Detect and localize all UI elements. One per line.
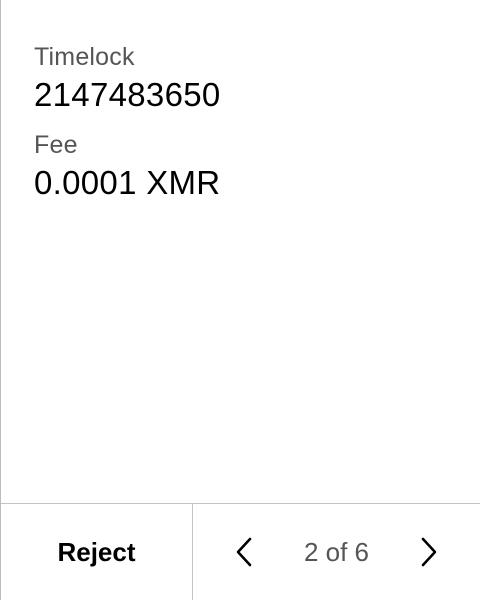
fee-field: Fee 0.0001 XMR	[34, 128, 460, 204]
chevron-left-icon	[236, 537, 252, 567]
timelock-field: Timelock 2147483650	[34, 40, 460, 116]
timelock-value: 2147483650	[34, 76, 221, 113]
pager: 2 of 6	[193, 504, 480, 600]
page-indicator: 2 of 6	[303, 537, 370, 567]
previous-page-button[interactable]	[229, 534, 259, 570]
fee-label: Fee	[34, 131, 78, 159]
chevron-right-icon	[421, 537, 437, 567]
reject-button[interactable]: Reject	[1, 504, 193, 600]
next-page-button[interactable]	[414, 534, 444, 570]
timelock-label: Timelock	[34, 43, 135, 71]
footer-bar: Reject 2 of 6	[1, 503, 480, 600]
fee-value: 0.0001 XMR	[34, 164, 221, 201]
transaction-details: Timelock 2147483650 Fee 0.0001 XMR	[34, 40, 460, 216]
